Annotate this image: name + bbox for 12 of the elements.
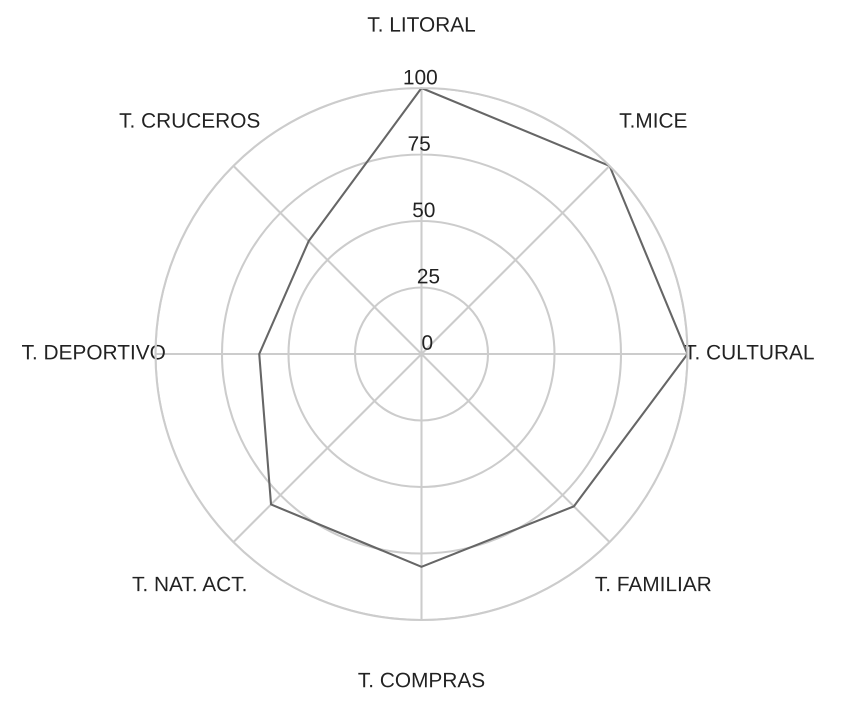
y-tick-label: 50 — [413, 202, 435, 218]
y-tick-label: 100 — [404, 70, 437, 85]
spoke-label: T. CRUCEROS — [120, 113, 260, 128]
y-tick-label: 75 — [408, 136, 430, 151]
spoke-label: T. LITORAL — [368, 17, 476, 32]
spoke-label: T. NAT. ACT. — [132, 576, 246, 592]
spoke-label: T.MICE — [620, 113, 687, 128]
spoke-label: T. COMPRAS — [358, 672, 484, 688]
spoke-label: T. FAMILIAR — [595, 576, 711, 592]
spoke-label: T. DEPORTIVO — [22, 344, 165, 360]
y-tick-label: 25 — [418, 268, 440, 284]
y-tick-label: 0 — [422, 335, 432, 350]
